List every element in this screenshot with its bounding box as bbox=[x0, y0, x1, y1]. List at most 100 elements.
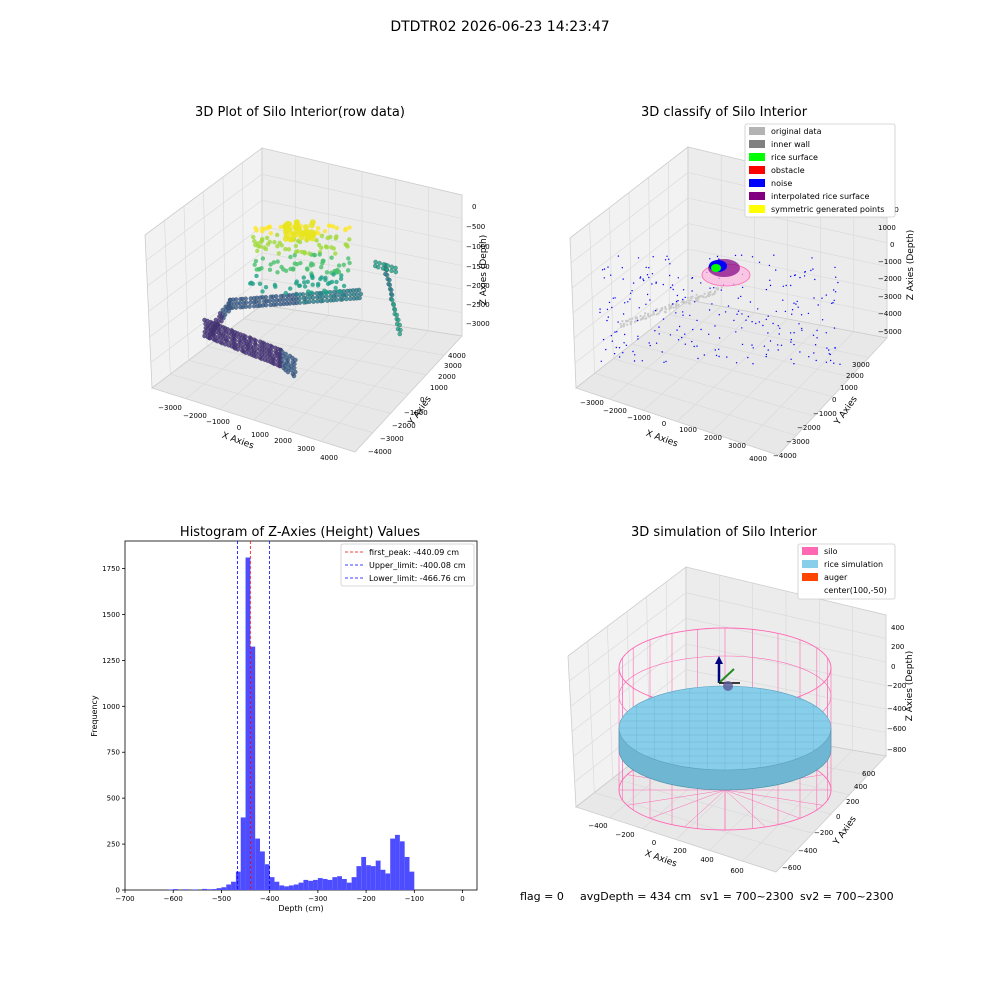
classify-point-noise bbox=[681, 336, 683, 339]
classify-point-original bbox=[644, 317, 648, 320]
raw-point bbox=[336, 263, 342, 268]
classify-point-noise bbox=[708, 309, 711, 311]
raw-point bbox=[217, 314, 222, 319]
raw-point bbox=[348, 292, 353, 297]
classify-point-noise bbox=[799, 276, 801, 279]
sim-ztick: −200 bbox=[887, 682, 906, 690]
raw-point bbox=[302, 229, 309, 236]
classify-point-noise bbox=[718, 348, 720, 350]
classify-point-noise bbox=[662, 318, 665, 320]
raw-point bbox=[249, 280, 254, 285]
grid-line bbox=[242, 162, 244, 319]
raw-point bbox=[267, 267, 273, 272]
classify-point-noise bbox=[775, 269, 777, 271]
panel-classify: 3D classify of Silo Interior −3000 −2000… bbox=[569, 105, 916, 463]
classify-point-noise bbox=[666, 255, 668, 257]
classify-point-original bbox=[704, 296, 707, 299]
hist-bar bbox=[182, 889, 188, 890]
classify-point-original bbox=[688, 299, 691, 302]
raw-xtick: 0 bbox=[237, 424, 241, 432]
classify-point-noise bbox=[714, 325, 716, 327]
classify-point-noise bbox=[763, 345, 766, 347]
sim-y-ticks: −600 −400 −200 0 200 400 600 bbox=[782, 770, 875, 872]
classify-xtick: −3000 bbox=[580, 399, 604, 407]
raw-xtick: −2000 bbox=[183, 412, 207, 420]
raw-point bbox=[280, 357, 285, 363]
classify-point-noise bbox=[637, 319, 639, 322]
classify-point-noise bbox=[677, 277, 679, 279]
raw-point bbox=[326, 223, 332, 228]
raw-point bbox=[226, 301, 231, 306]
classify-point-noise bbox=[817, 304, 819, 306]
classify-point-original bbox=[706, 294, 709, 298]
hist-x-ticks: −700 −600 −500 −400 −300 −200 −100 0 bbox=[115, 890, 465, 903]
raw-point bbox=[210, 320, 215, 326]
classify-point-noise bbox=[740, 295, 742, 298]
classify-point-noise bbox=[599, 311, 601, 314]
hist-xtick-label: −400 bbox=[260, 895, 279, 903]
raw-point bbox=[293, 357, 298, 363]
raw-point bbox=[238, 297, 243, 302]
classify-point-original bbox=[664, 305, 667, 309]
classify-point-noise bbox=[758, 321, 760, 323]
raw-ytick: −1000 bbox=[404, 409, 428, 417]
classify-point-noise bbox=[793, 343, 795, 346]
raw-point bbox=[283, 246, 288, 252]
raw-point bbox=[260, 256, 266, 261]
raw-point bbox=[297, 292, 303, 297]
raw-point bbox=[291, 373, 297, 379]
raw-ztick: 0 bbox=[472, 203, 476, 211]
classify-point-noise bbox=[711, 303, 713, 305]
classify-point-noise bbox=[606, 319, 608, 322]
raw-point bbox=[306, 289, 311, 294]
classify-point-noise bbox=[839, 363, 841, 365]
raw-point bbox=[262, 299, 267, 304]
classify-xtick: 3000 bbox=[728, 442, 746, 450]
raw-point bbox=[325, 298, 330, 303]
raw-point bbox=[251, 234, 256, 240]
hist-bar bbox=[293, 884, 299, 890]
legend-entry-symmetric-generated-points: symmetric generated points bbox=[749, 205, 884, 214]
raw-point bbox=[269, 348, 274, 354]
classify-point-noise bbox=[664, 259, 667, 261]
raw-ztick: −500 bbox=[466, 223, 485, 231]
auger-axis-y bbox=[718, 668, 735, 684]
raw-ytick: 4000 bbox=[448, 352, 466, 360]
hist-ytick-label: 0 bbox=[116, 887, 120, 895]
raw-point bbox=[301, 296, 306, 301]
raw-point bbox=[311, 299, 316, 304]
classify-point-noise bbox=[709, 258, 711, 260]
classify-point-noise bbox=[745, 319, 747, 321]
classify-point-noise bbox=[825, 361, 828, 363]
classify-point-noise bbox=[737, 297, 739, 299]
raw-point bbox=[309, 219, 316, 226]
classify-point-noise bbox=[696, 319, 698, 322]
sim-ztick: −800 bbox=[887, 746, 906, 754]
classify-point-noise bbox=[684, 296, 686, 299]
classify-point-noise bbox=[795, 303, 797, 305]
raw-point bbox=[268, 262, 273, 267]
legend-entry-inner-wall: inner wall bbox=[749, 140, 810, 149]
raw-zlabel: Z Axies (Depth) bbox=[479, 235, 489, 306]
classify-point-noise bbox=[793, 302, 795, 304]
silo-wire bbox=[649, 789, 726, 819]
classify-point-noise bbox=[615, 346, 617, 349]
hist-xtick-label: −700 bbox=[115, 895, 134, 903]
raw-point bbox=[283, 290, 288, 296]
classify-point-noise bbox=[682, 311, 684, 313]
raw-point bbox=[323, 277, 328, 283]
raw-ztick: −1500 bbox=[466, 263, 490, 271]
raw-point bbox=[248, 296, 253, 301]
raw-xtick: 1000 bbox=[251, 431, 269, 439]
classify-point-noise bbox=[658, 333, 660, 335]
classify-point-noise bbox=[675, 300, 678, 303]
classify-point-noise bbox=[716, 255, 719, 258]
classify-ztick: 0 bbox=[890, 241, 894, 249]
raw-point bbox=[293, 222, 300, 229]
classify-point-noise bbox=[811, 257, 813, 259]
raw-point bbox=[341, 262, 346, 267]
classify-point-noise bbox=[614, 297, 616, 299]
legend-label-inner-wall: inner wall bbox=[771, 140, 810, 149]
classify-point-original bbox=[687, 301, 691, 304]
raw-point bbox=[259, 238, 265, 243]
